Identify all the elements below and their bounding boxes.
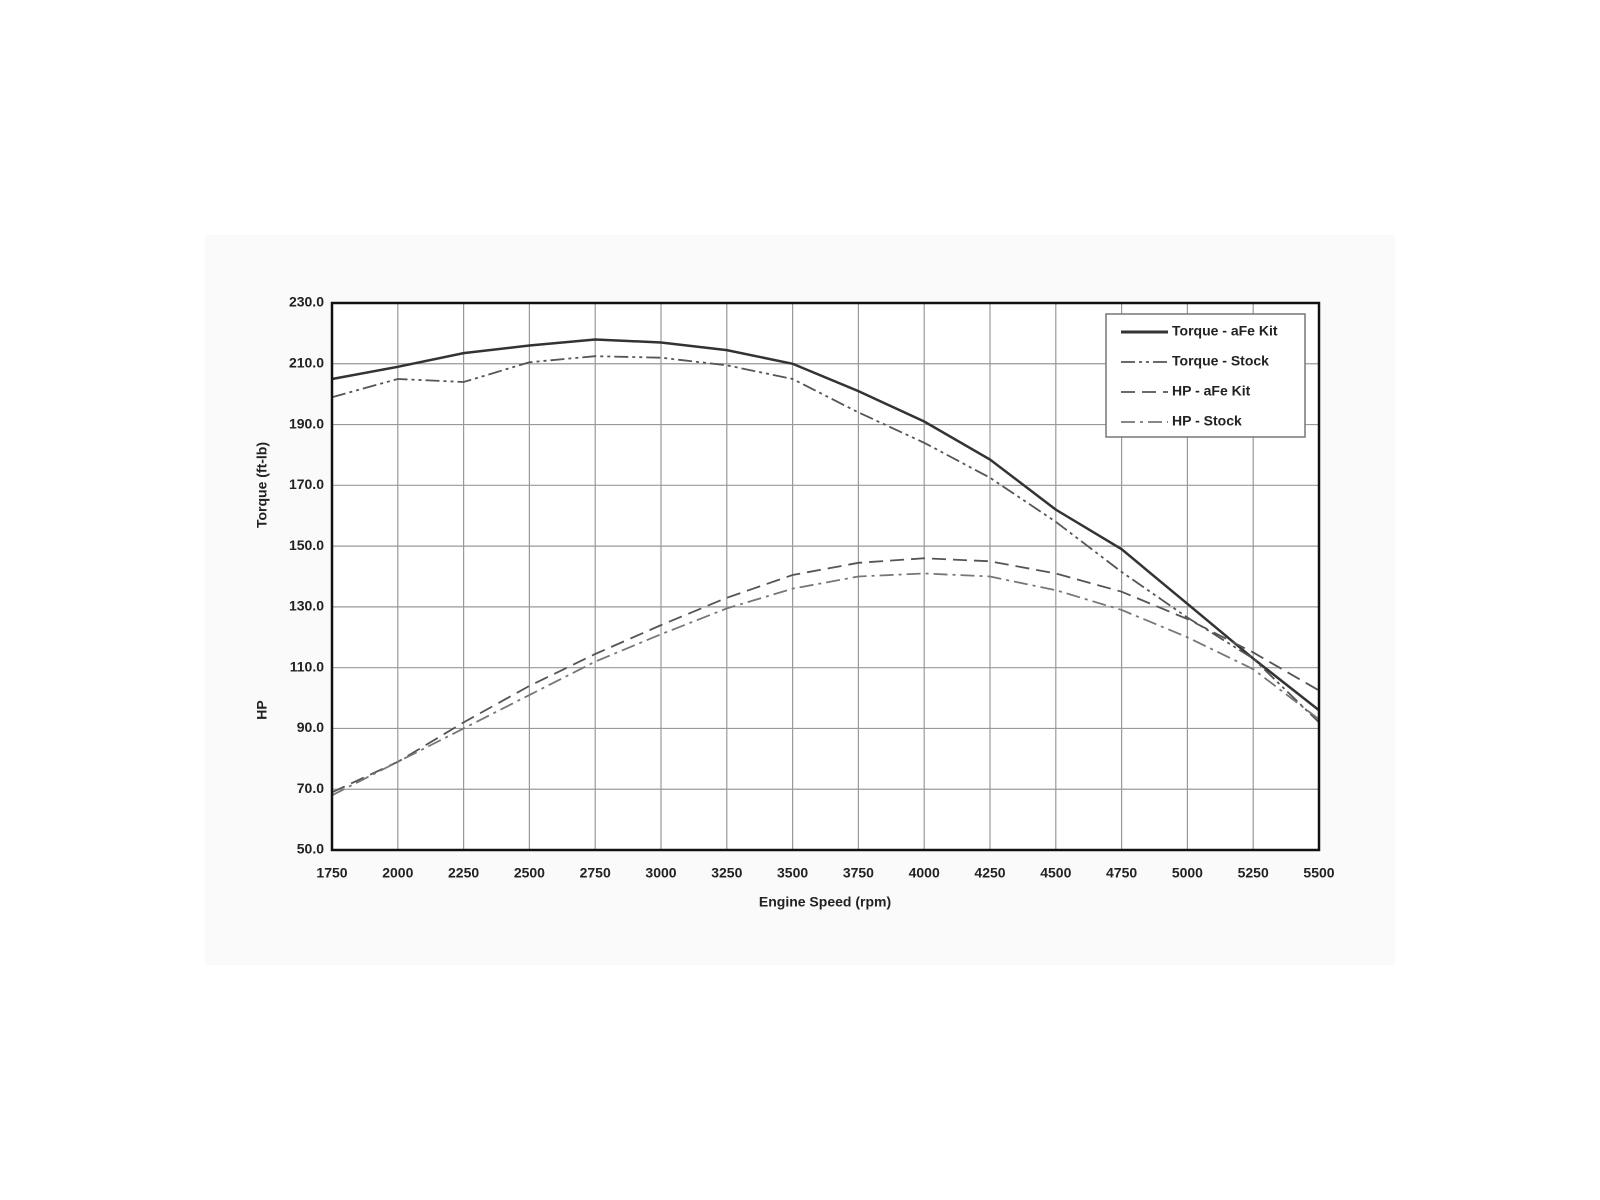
y-tick-label: 190.0 xyxy=(289,415,324,431)
x-tick-label: 2000 xyxy=(382,865,413,881)
legend-label: Torque - aFe Kit xyxy=(1172,323,1278,339)
x-tick-label: 4000 xyxy=(909,865,940,881)
legend-label: HP - Stock xyxy=(1172,413,1242,429)
y-tick-label: 170.0 xyxy=(289,476,324,492)
y-tick-label: 90.0 xyxy=(297,719,324,735)
y-tick-label: 210.0 xyxy=(289,354,324,370)
x-tick-label: 4250 xyxy=(974,865,1005,881)
legend-box xyxy=(1105,313,1306,438)
x-tick-label: 3250 xyxy=(711,865,742,881)
y-tick-label: 150.0 xyxy=(289,537,324,553)
series-line xyxy=(331,355,1320,724)
x-tick-label: 2250 xyxy=(448,865,479,881)
x-tick-label: 3750 xyxy=(843,865,874,881)
x-tick-label: 1750 xyxy=(316,865,347,881)
x-tick-label: 4750 xyxy=(1106,865,1137,881)
x-tick-label: 3500 xyxy=(777,865,808,881)
legend-label: Torque - Stock xyxy=(1172,353,1269,369)
x-axis-label: Engine Speed (rpm) xyxy=(759,894,891,910)
legend-label: HP - aFe Kit xyxy=(1172,383,1251,399)
y-tick-label: 130.0 xyxy=(289,598,324,614)
x-tick-label: 4500 xyxy=(1040,865,1071,881)
y-tick-label: 110.0 xyxy=(290,658,324,674)
legend: Torque - aFe Kit Torque - Stock HP - aFe K… xyxy=(1105,313,1306,438)
x-tick-label: 2500 xyxy=(514,865,545,881)
series-line xyxy=(331,572,1320,797)
plot-frame xyxy=(330,301,1321,852)
x-tick-label: 5500 xyxy=(1303,865,1334,881)
y-axis-label: Torque (ft-lb) xyxy=(254,442,270,528)
x-tick-label: 5250 xyxy=(1238,865,1269,881)
series-line xyxy=(331,338,1320,712)
lines xyxy=(331,338,1320,797)
x-tick-label: 2750 xyxy=(580,865,611,881)
y-axis-label: HP xyxy=(254,700,270,719)
x-tick-label: 5000 xyxy=(1172,865,1203,881)
y-tick-label: 50.0 xyxy=(297,841,324,857)
y-tick-label: 70.0 xyxy=(297,780,324,796)
y-tick-label: 230.0 xyxy=(289,294,324,310)
x-tick-label: 3000 xyxy=(645,865,676,881)
